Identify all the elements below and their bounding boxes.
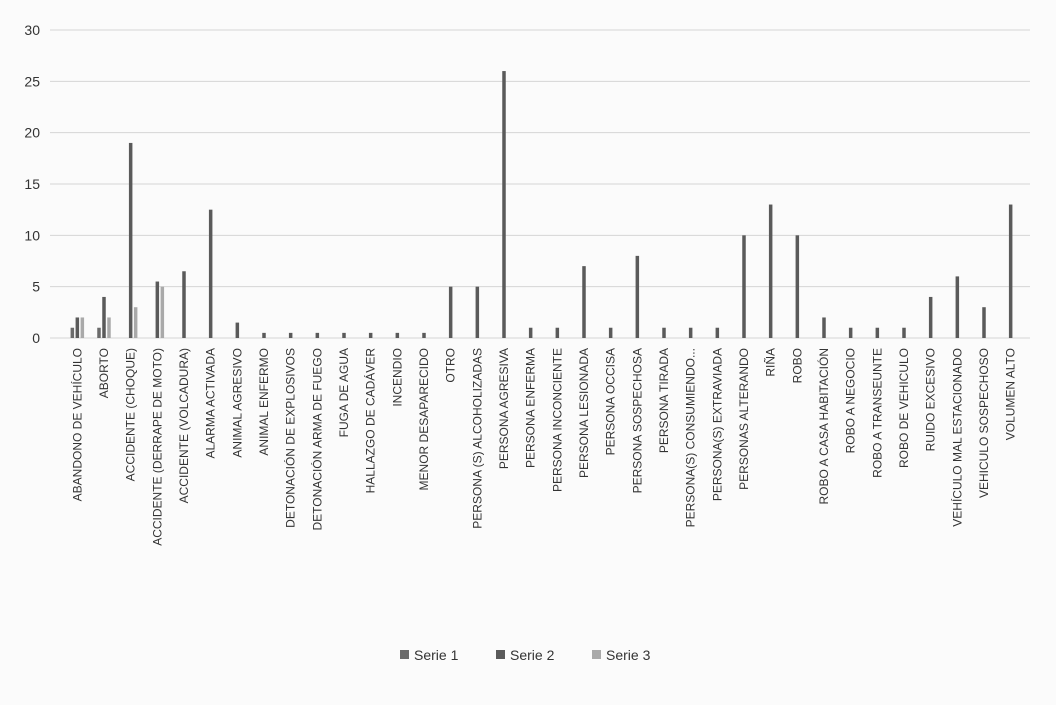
x-tick-label: ANIMAL ENFERMO bbox=[257, 348, 271, 456]
x-tick-label: ROBO A TRANSEUNTE bbox=[870, 348, 884, 478]
x-tick-label: ABANDONO DE VEHÍCULO bbox=[69, 348, 84, 501]
legend-label: Serie 2 bbox=[510, 647, 555, 663]
bar bbox=[342, 332, 346, 338]
bar bbox=[742, 235, 746, 338]
y-tick-label: 25 bbox=[24, 73, 40, 89]
x-tick-label: PERSONA INCONCIENTE bbox=[550, 348, 564, 492]
y-axis-ticks: 0 5 10 15 20 25 30 bbox=[24, 22, 40, 346]
x-tick-label: PERSONA(S) EXTRAVIADA bbox=[710, 348, 724, 501]
x-tick-label: ROBO A NEGOCIO bbox=[844, 348, 858, 453]
bar bbox=[448, 286, 453, 338]
y-tick-label: 10 bbox=[24, 227, 40, 243]
x-tick-label: ROBO bbox=[790, 348, 804, 383]
y-tick-label: 0 bbox=[32, 330, 40, 346]
x-tick-label: DETONACIÓN ARMA DE FUEGO bbox=[309, 348, 324, 530]
x-tick-label: VOLUMEN ALTO bbox=[1004, 348, 1018, 440]
bar bbox=[155, 281, 160, 338]
x-tick-label: PERSONA(S) CONSUMIENDO... bbox=[684, 348, 698, 527]
bar bbox=[715, 327, 720, 338]
legend-swatch bbox=[592, 650, 601, 659]
x-tick-label: OTRO bbox=[444, 348, 458, 383]
x-tick-label: ACCIDENTE (CHOQUE) bbox=[124, 348, 138, 481]
x-tick-label: PERSONA ENFERMA bbox=[524, 348, 538, 468]
legend-swatch bbox=[496, 650, 505, 659]
x-tick-label: ALARMA ACTIVADA bbox=[204, 348, 218, 458]
bar bbox=[928, 296, 933, 338]
bar bbox=[848, 327, 853, 338]
x-axis-ticks: ABANDONO DE VEHÍCULO ABORTO ACCIDENTE (CHO… bbox=[69, 348, 1017, 546]
bar bbox=[128, 142, 133, 338]
bar bbox=[795, 235, 800, 338]
x-tick-label: VEHICULO SOSPECHOSO bbox=[977, 348, 991, 498]
bar bbox=[875, 327, 880, 338]
bar bbox=[70, 327, 75, 338]
x-tick-label: ROBO DE VEHICULO bbox=[897, 348, 911, 468]
x-tick-label: PERSONA LESIONADA bbox=[577, 348, 591, 478]
bar bbox=[982, 307, 986, 338]
bar bbox=[182, 271, 186, 338]
x-tick-label: FUGA DE AGUA bbox=[337, 348, 351, 437]
bar bbox=[208, 209, 213, 338]
bar bbox=[288, 332, 293, 338]
x-tick-label: ACCIDENTE (DERRAPE DE MOTO) bbox=[150, 348, 164, 546]
x-tick-label: INCENDIO bbox=[390, 348, 404, 407]
bar bbox=[315, 332, 320, 338]
gridlines bbox=[50, 29, 1030, 339]
x-tick-label: ABORTO bbox=[97, 348, 111, 398]
bar bbox=[822, 317, 826, 338]
bar bbox=[528, 327, 533, 338]
bar bbox=[582, 266, 586, 338]
bars bbox=[70, 71, 1013, 339]
bar bbox=[688, 327, 693, 338]
y-tick-label: 30 bbox=[24, 22, 40, 38]
y-tick-label: 20 bbox=[24, 125, 40, 141]
bar bbox=[160, 286, 165, 338]
y-tick-label: 5 bbox=[32, 279, 40, 295]
legend-label: Serie 3 bbox=[606, 647, 651, 663]
bar bbox=[75, 317, 80, 338]
x-tick-label: VEHÍCULO MAL ESTACIONADO bbox=[949, 348, 964, 527]
x-tick-label: HALLAZGO DE CADÁVER bbox=[363, 348, 378, 494]
bar bbox=[662, 327, 666, 338]
bar bbox=[635, 255, 640, 338]
bar bbox=[262, 332, 266, 338]
x-tick-label: ANIMAL AGRESIVO bbox=[230, 348, 244, 458]
bar bbox=[1008, 204, 1013, 338]
legend: Serie 1 Serie 2 Serie 3 bbox=[400, 647, 651, 663]
bar bbox=[502, 71, 506, 339]
x-tick-label: PERSONA TIRADA bbox=[657, 348, 671, 453]
x-tick-label: PERSONA SOSPECHOSA bbox=[630, 348, 644, 493]
bar bbox=[475, 286, 480, 338]
x-tick-label: RUIDO EXCESIVO bbox=[924, 348, 938, 451]
bar bbox=[555, 327, 560, 338]
x-tick-label: PERSONA (S) ALCOHOLIZADAS bbox=[470, 348, 484, 529]
bar bbox=[955, 276, 960, 338]
bar bbox=[133, 307, 138, 338]
legend-label: Serie 1 bbox=[414, 647, 459, 663]
x-tick-label: ROBO A CASA HABITACIÓN bbox=[816, 348, 831, 505]
bar bbox=[102, 296, 106, 338]
bar bbox=[97, 327, 101, 338]
bar bbox=[80, 317, 85, 338]
bar bbox=[107, 317, 111, 338]
x-tick-label: PERSONA AGRESIVA bbox=[497, 348, 511, 469]
bar bbox=[368, 332, 373, 338]
bar bbox=[395, 332, 400, 338]
x-tick-label: DETONACIÓN DE EXPLOSIVOS bbox=[283, 348, 298, 528]
x-tick-label: PERSONA OCCISA bbox=[604, 348, 618, 455]
x-tick-label: ACCIDENTE (VOLCADURA) bbox=[177, 348, 191, 503]
bar bbox=[422, 332, 426, 338]
bar bbox=[235, 322, 240, 338]
legend-swatch bbox=[400, 650, 409, 659]
x-tick-label: MENOR DESAPARECIDO bbox=[417, 348, 431, 490]
bar bbox=[768, 204, 773, 338]
x-tick-label: RIÑA bbox=[764, 348, 778, 377]
bar bbox=[902, 327, 906, 338]
bar bbox=[608, 327, 613, 338]
y-tick-label: 15 bbox=[24, 176, 40, 192]
x-tick-label: PERSONAS ALTERANDO bbox=[737, 348, 751, 490]
